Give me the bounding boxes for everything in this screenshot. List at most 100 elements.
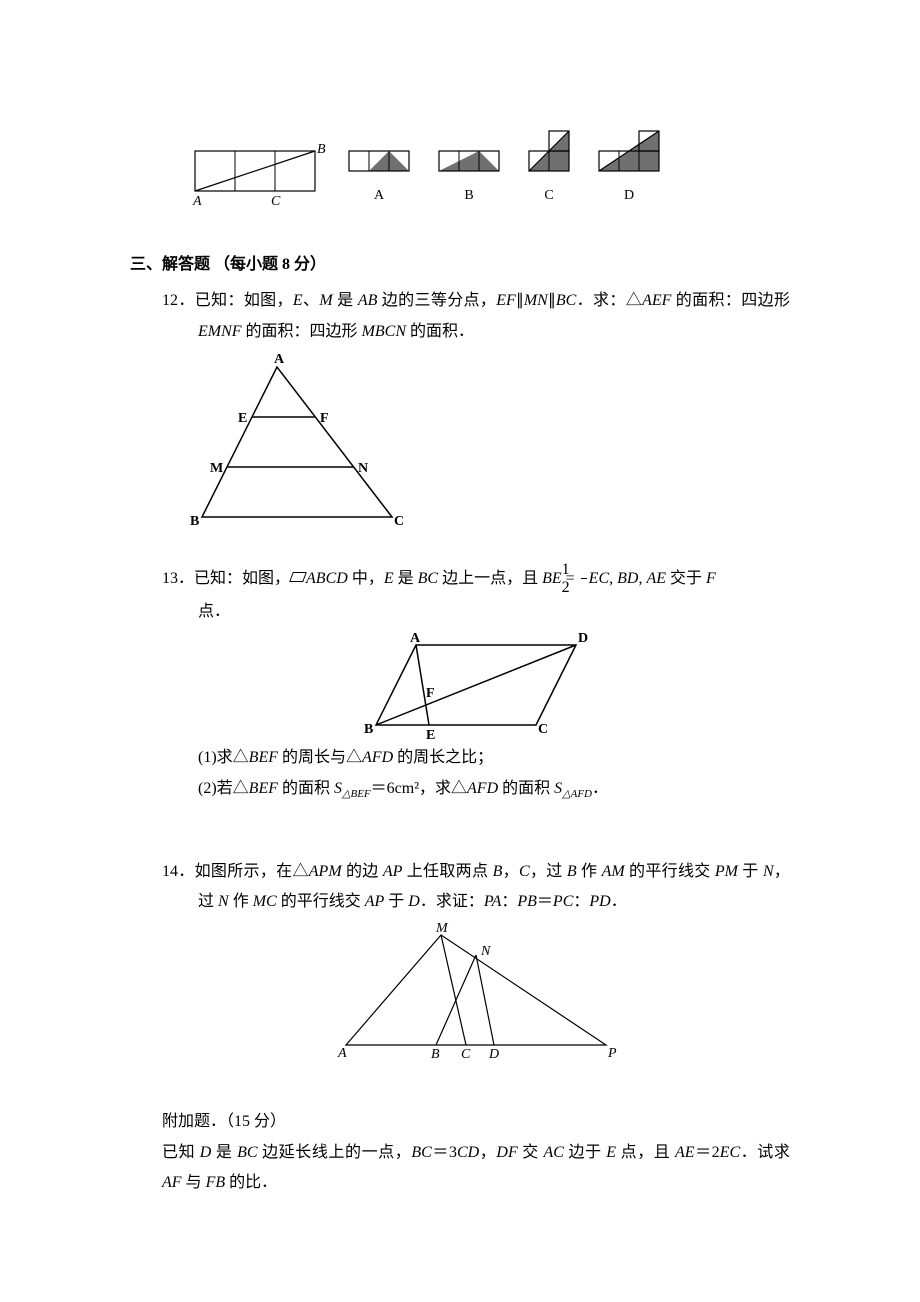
question-13: 13．已知：如图，ABCD 中，E 是 BC 边上一点，且 BE = 12EC,… bbox=[162, 561, 790, 805]
b-t2: 边延长线上的一点， bbox=[258, 1144, 412, 1161]
q13-lblF: F bbox=[426, 686, 435, 701]
q13-lblC: C bbox=[538, 722, 548, 737]
q14-lblN: N bbox=[480, 944, 491, 959]
q13-frac: 12 bbox=[581, 561, 587, 597]
q13-lblB: B bbox=[364, 722, 373, 737]
q13-cont: 点． bbox=[198, 597, 790, 627]
q12-E: E bbox=[293, 292, 303, 309]
q12-lblN: N bbox=[358, 461, 368, 476]
q14-lblA: A bbox=[337, 1046, 347, 1061]
q12-t5: 的面积：四边形 bbox=[671, 292, 790, 309]
q14-t11: 于 bbox=[384, 893, 408, 910]
q14-PC: PC bbox=[553, 893, 573, 910]
q13-frac-den: 2 bbox=[581, 579, 587, 597]
option-A-label: A bbox=[348, 183, 410, 210]
q13s2-S2: S bbox=[554, 780, 562, 797]
option-A: A bbox=[348, 150, 410, 210]
label-A: A bbox=[192, 194, 202, 209]
q12-M: M bbox=[319, 292, 332, 309]
q14-lblD: D bbox=[488, 1047, 499, 1062]
bonus-header: 附加题．（15 分） bbox=[162, 1107, 790, 1137]
q14-PM: PM bbox=[715, 863, 738, 880]
b-AF: AF bbox=[162, 1174, 182, 1191]
q12-text: 12．已知：如图，E、M 是 AB 边的三等分点，EF∥MN∥BC．求：△AEF… bbox=[198, 286, 790, 347]
b-DF: DF bbox=[496, 1144, 517, 1161]
q12-AEF: AEF bbox=[642, 292, 671, 309]
b-t9: ．试求 bbox=[740, 1144, 790, 1161]
q14-t9: 作 bbox=[229, 893, 253, 910]
label-C: C bbox=[271, 194, 281, 209]
q14-t15: ： bbox=[573, 893, 589, 910]
q13-frac-num: 1 bbox=[581, 561, 587, 580]
q12-MN: MN bbox=[524, 292, 548, 309]
bonus-question: 附加题．（15 分） 已知 D 是 BC 边延长线上的一点，BC＝3CD，DF … bbox=[162, 1107, 790, 1198]
q13-lblD: D bbox=[578, 631, 588, 646]
q12-lblF: F bbox=[320, 411, 329, 426]
option-D-label: D bbox=[598, 183, 660, 210]
b-AC: AC bbox=[543, 1144, 563, 1161]
b-FB: FB bbox=[206, 1174, 226, 1191]
q13-BC: BC bbox=[418, 569, 438, 586]
q13-diagram: A D B C E F bbox=[366, 635, 586, 735]
q14-t3: ， bbox=[502, 863, 519, 880]
option-C-label: C bbox=[528, 183, 570, 210]
q12-AB: AB bbox=[358, 292, 378, 309]
b-D: D bbox=[200, 1144, 212, 1161]
main-option-svg: A B C bbox=[190, 141, 320, 199]
q13s2-BEF: BEF bbox=[249, 780, 278, 797]
q12-t2: 是 bbox=[333, 292, 358, 309]
q14-APM: APM bbox=[309, 863, 342, 880]
b-t10: 与 bbox=[182, 1174, 206, 1191]
label-B: B bbox=[317, 142, 326, 157]
q12-t4: ．求：△ bbox=[576, 292, 642, 309]
q13-t0: 已知：如图， bbox=[194, 569, 290, 586]
q12-par2: ∥ bbox=[548, 292, 556, 309]
bonus-text: 已知 D 是 BC 边延长线上的一点，BC＝3CD，DF 交 AC 边于 E 点… bbox=[162, 1138, 790, 1199]
q13-num: 13． bbox=[162, 569, 194, 586]
q13-F: F bbox=[706, 569, 716, 586]
q12-par1: ∥ bbox=[516, 292, 524, 309]
q12-lblA: A bbox=[274, 352, 285, 367]
q13-AE: AE bbox=[646, 569, 666, 586]
b-t7: 点，且 bbox=[616, 1144, 675, 1161]
q13-EC: EC bbox=[589, 569, 609, 586]
q13-t7: 点． bbox=[198, 603, 230, 620]
b-t6: 边于 bbox=[564, 1144, 606, 1161]
q13-t1: 中， bbox=[348, 569, 384, 586]
b-EC: EC bbox=[720, 1144, 740, 1161]
q12-EMNF: EMNF bbox=[198, 323, 242, 340]
b-t0: 已知 bbox=[162, 1144, 200, 1161]
q14-lblB: B bbox=[431, 1047, 440, 1062]
q14-t7: 于 bbox=[738, 863, 763, 880]
q13-sub2: (2)若△BEF 的面积 S△BEF＝6cm²，求△AFD 的面积 S△AFD． bbox=[198, 774, 790, 805]
q13s2-sub2: △AFD bbox=[562, 788, 592, 800]
q14-text: 14．如图所示，在△APM 的边 AP 上任取两点 B，C，过 B 作 AM 的… bbox=[198, 857, 790, 918]
q13s1-AFD: AFD bbox=[362, 749, 393, 766]
q14-t1: 的边 bbox=[342, 863, 383, 880]
q12-diagram: A B C E F M N bbox=[192, 357, 402, 527]
question-12: 12．已知：如图，E、M 是 AB 边的三等分点，EF∥MN∥BC．求：△AEF… bbox=[162, 286, 790, 548]
main-option-figure: A B C bbox=[190, 141, 320, 210]
q14-AM: AM bbox=[602, 863, 625, 880]
q13-E: E bbox=[384, 569, 394, 586]
q13-lblA: A bbox=[410, 631, 421, 646]
q14-PB: PB bbox=[517, 893, 537, 910]
option-D: D bbox=[598, 130, 660, 210]
q12-lblC: C bbox=[394, 514, 404, 529]
q13-ABCD: ABCD bbox=[306, 569, 348, 586]
q13-t6: 交于 bbox=[666, 569, 706, 586]
q14-t12: ．求证： bbox=[420, 893, 484, 910]
q13-BD: BD bbox=[617, 569, 638, 586]
q14-lblC: C bbox=[461, 1047, 471, 1062]
q14-AP: AP bbox=[383, 863, 403, 880]
q14-t2: 上任取两点 bbox=[402, 863, 492, 880]
b-BC2: BC bbox=[411, 1144, 431, 1161]
q14-N2: N bbox=[218, 893, 229, 910]
q13-sub1: (1)求△BEF 的周长与△AFD 的周长之比； bbox=[198, 743, 790, 773]
q12-t3: 边的三等分点， bbox=[377, 292, 496, 309]
q14-AP2: AP bbox=[365, 893, 385, 910]
q14-t16: ． bbox=[611, 893, 627, 910]
b-AE: AE bbox=[675, 1144, 695, 1161]
b-t4: ， bbox=[479, 1144, 496, 1161]
q14-D: D bbox=[408, 893, 420, 910]
